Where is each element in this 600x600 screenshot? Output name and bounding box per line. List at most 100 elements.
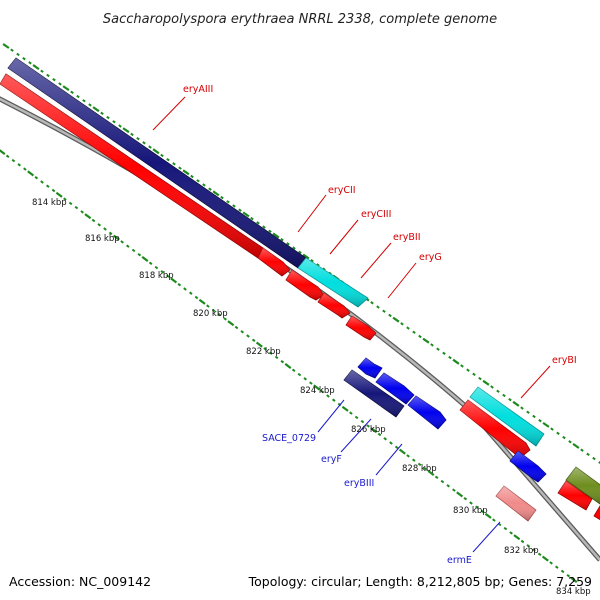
minor-tick — [23, 167, 27, 171]
gene-eryCIII[interactable] — [257, 247, 291, 277]
gene-eryCII[interactable] — [297, 257, 369, 308]
kbp-label: 824 kbp — [300, 386, 335, 396]
gene-ermE[interactable] — [495, 485, 537, 522]
minor-tick — [211, 308, 216, 313]
label-eryCII[interactable]: eryCII — [328, 185, 356, 196]
minor-tick — [349, 411, 353, 415]
major-tick — [513, 534, 521, 541]
minor-tick — [354, 415, 359, 420]
major-tick — [341, 405, 349, 412]
minor-tick — [189, 291, 193, 295]
major-tick — [242, 211, 250, 218]
major-tick — [512, 400, 520, 407]
minor-tick — [268, 229, 272, 233]
minor-tick — [34, 176, 39, 180]
label-SACE_0729[interactable]: SACE_0729 — [262, 433, 316, 444]
minor-tick — [269, 351, 273, 355]
label-eryBI[interactable]: eryBI — [552, 355, 577, 366]
label-eryF[interactable]: eryF — [321, 454, 342, 465]
major-tick — [541, 555, 549, 562]
topology-text: Topology: circular; Length: 8,212,805 bp… — [248, 574, 592, 589]
minor-tick — [406, 326, 410, 330]
minor-tick — [417, 462, 422, 467]
gene-eryAIII[interactable] — [7, 57, 307, 269]
minor-tick — [400, 322, 404, 326]
minor-tick — [148, 261, 153, 266]
major-tick — [427, 470, 435, 476]
label-eryG[interactable]: eryG — [419, 252, 442, 263]
gene-eryBIII-2[interactable] — [407, 395, 447, 430]
minor-tick — [532, 548, 536, 552]
minor-tick — [412, 330, 416, 334]
major-tick — [198, 298, 206, 305]
minor-tick — [40, 69, 44, 73]
minor-tick — [463, 496, 468, 501]
minor-tick — [217, 312, 222, 317]
gene-eryG[interactable] — [345, 315, 377, 341]
minor-tick — [496, 389, 500, 393]
minor-tick — [106, 115, 110, 120]
minor-tick — [120, 240, 124, 244]
gene-eryF[interactable] — [357, 357, 383, 379]
minor-tick — [442, 351, 446, 356]
minor-tick — [58, 82, 62, 86]
major-tick — [392, 316, 400, 323]
gene-eryAII[interactable] — [0, 73, 264, 259]
minor-tick — [226, 200, 230, 204]
minor-tick — [472, 372, 476, 377]
minor-tick — [280, 359, 285, 364]
major-tick — [212, 190, 220, 197]
label-eryCIII[interactable]: eryCIII — [361, 209, 391, 220]
minor-tick — [446, 484, 450, 488]
major-tick — [272, 232, 280, 239]
kbp-label: 814 kbp — [32, 198, 67, 208]
gene-olive[interactable] — [565, 466, 600, 505]
minor-tick — [508, 397, 512, 402]
minor-tick — [298, 250, 302, 254]
minor-tick — [131, 248, 136, 253]
minor-tick — [16, 52, 20, 57]
major-tick — [255, 341, 263, 348]
minor-tick — [382, 309, 386, 313]
kbp-label: 828 kbp — [402, 464, 437, 474]
kbp-label: 822 kbp — [246, 347, 281, 357]
minor-tick — [130, 132, 134, 137]
minor-tick — [568, 440, 572, 444]
minor-tick — [160, 270, 164, 274]
gene-eryBI[interactable] — [469, 386, 545, 447]
major-tick — [484, 512, 492, 519]
gene-red-right[interactable] — [557, 480, 600, 522]
minor-tick — [549, 561, 553, 565]
label-eryBIII[interactable]: eryBIII — [344, 478, 374, 489]
label-eryAIII[interactable]: eryAIII — [183, 84, 213, 95]
minor-tick — [202, 183, 206, 187]
minor-tick — [280, 237, 284, 242]
gene-eryBII-2[interactable] — [317, 292, 351, 319]
minor-tick — [480, 509, 485, 514]
minor-tick — [68, 201, 73, 206]
accession-text: Accession: NC_009142 — [9, 574, 151, 589]
major-tick — [170, 277, 178, 284]
minor-tick — [100, 111, 104, 116]
major-tick — [2, 43, 10, 49]
label-ermE[interactable]: ermE — [447, 555, 472, 566]
gene-eryBI-red[interactable] — [459, 399, 531, 459]
minor-tick — [503, 526, 508, 531]
major-tick — [27, 170, 35, 177]
minor-tick — [326, 394, 330, 398]
gene-SACE_0729[interactable] — [343, 369, 405, 418]
minor-tick — [520, 539, 525, 544]
gene-ermE-blue[interactable] — [509, 450, 547, 483]
minor-tick — [28, 61, 32, 65]
gene-label-leaders — [152, 96, 551, 553]
gene-eryBIII[interactable] — [375, 372, 415, 405]
major-tick — [92, 106, 100, 113]
minor-tick — [5, 154, 10, 158]
label-eryBII[interactable]: eryBII — [393, 232, 421, 243]
minor-tick — [291, 368, 296, 373]
minor-tick — [478, 376, 482, 381]
minor-tick — [434, 475, 439, 480]
minor-tick — [10, 48, 14, 52]
minor-tick — [118, 124, 122, 128]
